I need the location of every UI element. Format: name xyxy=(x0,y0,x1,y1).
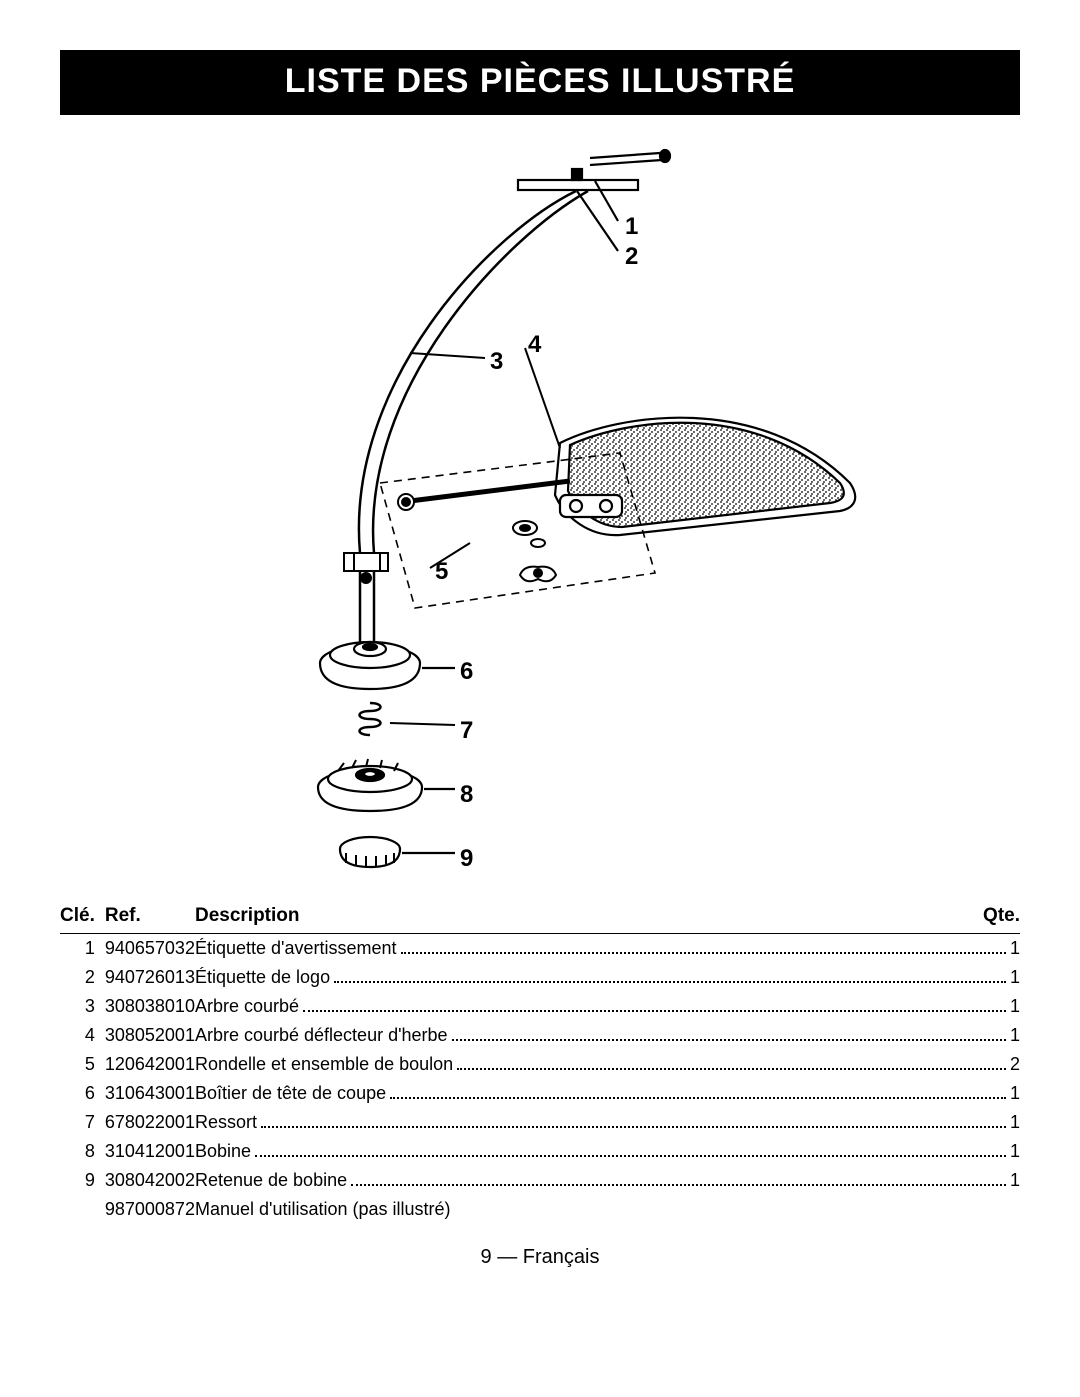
callout-9: 9 xyxy=(460,845,473,873)
header-qte: Qte. xyxy=(753,899,1020,934)
table-row: 1940657032Étiquette d'avertissement1 xyxy=(60,934,1020,964)
cell-ref: 310412001 xyxy=(105,1137,195,1166)
cell-desc: Boîtier de tête de coupe 1 xyxy=(195,1079,1020,1108)
cell-cle xyxy=(60,1195,105,1224)
table-row: 7678022001Ressort 1 xyxy=(60,1108,1020,1137)
callout-6: 6 xyxy=(460,658,473,686)
table-row: 5120642001Rondelle et ensemble de boulon… xyxy=(60,1050,1020,1079)
page-footer: 9 — Français xyxy=(60,1246,1020,1269)
callout-1: 1 xyxy=(625,213,638,241)
diagram-svg xyxy=(60,123,1020,893)
cell-qte: 1 xyxy=(1010,1112,1020,1133)
header-cle: Clé. xyxy=(60,899,105,934)
header-desc: Description xyxy=(195,899,753,934)
cell-desc: Manuel d'utilisation (pas illustré) xyxy=(195,1195,1020,1224)
leader-dots xyxy=(401,952,1006,954)
cell-desc: Retenue de bobine 1 xyxy=(195,1166,1020,1195)
leader-dots xyxy=(334,981,1006,983)
leader-dots xyxy=(351,1184,1006,1186)
callout-4: 4 xyxy=(528,331,541,359)
cell-qte: 1 xyxy=(1010,1170,1020,1191)
cell-cle: 2 xyxy=(60,963,105,992)
leader-dots xyxy=(390,1097,1006,1099)
cell-ref: 678022001 xyxy=(105,1108,195,1137)
cell-cle: 8 xyxy=(60,1137,105,1166)
cell-ref: 940726013 xyxy=(105,963,195,992)
cell-cle: 5 xyxy=(60,1050,105,1079)
table-row: 8310412001Bobine 1 xyxy=(60,1137,1020,1166)
cell-qte: 1 xyxy=(1010,938,1020,959)
header-ref: Ref. xyxy=(105,899,195,934)
table-row: 9308042002Retenue de bobine 1 xyxy=(60,1166,1020,1195)
cell-desc: Ressort 1 xyxy=(195,1108,1020,1137)
desc-text: Boîtier de tête de coupe xyxy=(195,1083,386,1104)
table-row: 6310643001Boîtier de tête de coupe 1 xyxy=(60,1079,1020,1108)
table-row: 3308038010Arbre courbé 1 xyxy=(60,992,1020,1021)
desc-text: Manuel d'utilisation (pas illustré) xyxy=(195,1199,451,1220)
desc-text: Arbre courbé xyxy=(195,996,299,1017)
cell-ref: 940657032 xyxy=(105,934,195,964)
callout-8: 8 xyxy=(460,781,473,809)
cell-cle: 7 xyxy=(60,1108,105,1137)
callout-3: 3 xyxy=(490,348,503,376)
table-header-row: Clé. Ref. Description Qte. xyxy=(60,899,1020,934)
desc-text: Rondelle et ensemble de boulon xyxy=(195,1054,453,1075)
leader-dots xyxy=(303,1010,1006,1012)
cell-ref: 987000872 xyxy=(105,1195,195,1224)
cell-desc: Étiquette de logo 1 xyxy=(195,963,1020,992)
cell-cle: 3 xyxy=(60,992,105,1021)
leader-dots xyxy=(255,1155,1006,1157)
leader-dots xyxy=(261,1126,1006,1128)
cell-qte: 1 xyxy=(1010,1083,1020,1104)
page-title-bar: LISTE DES PIÈCES ILLUSTRÉ xyxy=(60,50,1020,115)
leader-dots xyxy=(457,1068,1006,1070)
callout-5: 5 xyxy=(435,558,448,586)
cell-desc: Rondelle et ensemble de boulon 2 xyxy=(195,1050,1020,1079)
cell-ref: 120642001 xyxy=(105,1050,195,1079)
cell-cle: 4 xyxy=(60,1021,105,1050)
page-title: LISTE DES PIÈCES ILLUSTRÉ xyxy=(285,62,796,100)
exploded-diagram: 1 2 3 4 5 6 7 8 9 xyxy=(60,123,1020,893)
parts-table: Clé. Ref. Description Qte. 1940657032Éti… xyxy=(60,899,1020,1224)
callout-7: 7 xyxy=(460,717,473,745)
desc-text: Bobine xyxy=(195,1141,251,1162)
cell-desc: Arbre courbé déflecteur d'herbe 1 xyxy=(195,1021,1020,1050)
cell-ref: 308038010 xyxy=(105,992,195,1021)
cell-cle: 1 xyxy=(60,934,105,964)
cell-qte: 1 xyxy=(1010,996,1020,1017)
cell-qte: 2 xyxy=(1010,1054,1020,1075)
cell-ref: 308042002 xyxy=(105,1166,195,1195)
desc-text: Retenue de bobine xyxy=(195,1170,347,1191)
desc-text: Arbre courbé déflecteur d'herbe xyxy=(195,1025,448,1046)
table-row: 4308052001Arbre courbé déflecteur d'herb… xyxy=(60,1021,1020,1050)
cell-cle: 6 xyxy=(60,1079,105,1108)
cell-desc: Arbre courbé 1 xyxy=(195,992,1020,1021)
desc-text: Étiquette d'avertissement xyxy=(195,938,397,959)
cell-desc: Bobine 1 xyxy=(195,1137,1020,1166)
cell-ref: 308052001 xyxy=(105,1021,195,1050)
cell-cle: 9 xyxy=(60,1166,105,1195)
page: LISTE DES PIÈCES ILLUSTRÉ xyxy=(0,0,1080,1397)
leader-dots xyxy=(452,1039,1006,1041)
desc-text: Ressort xyxy=(195,1112,257,1133)
cell-desc: Étiquette d'avertissement 1 xyxy=(195,934,1020,964)
callout-2: 2 xyxy=(625,243,638,271)
cell-qte: 1 xyxy=(1010,967,1020,988)
cell-qte: 1 xyxy=(1010,1141,1020,1162)
desc-text: Étiquette de logo xyxy=(195,967,330,988)
cell-qte: 1 xyxy=(1010,1025,1020,1046)
table-row: 987000872Manuel d'utilisation (pas illus… xyxy=(60,1195,1020,1224)
cell-ref: 310643001 xyxy=(105,1079,195,1108)
table-row: 2940726013Étiquette de logo 1 xyxy=(60,963,1020,992)
